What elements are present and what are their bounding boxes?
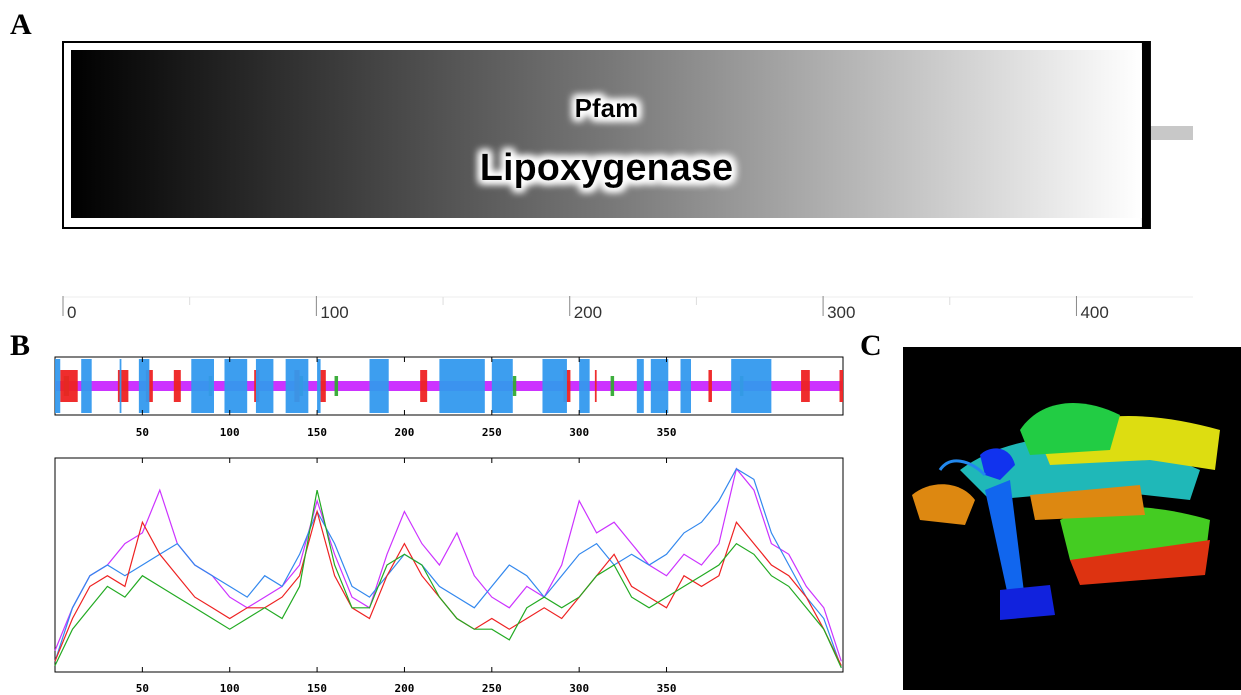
helix — [651, 359, 668, 413]
figure: A B C Pfam Lipoxygenase 0 100 200 300 400 50 10… — [0, 0, 1241, 695]
tick-label: 250 — [482, 682, 502, 695]
tick-label: 200 — [395, 426, 415, 439]
helix — [224, 359, 247, 413]
helix-blue — [1000, 585, 1055, 620]
tick-label: 150 — [307, 682, 327, 695]
helix — [191, 359, 214, 413]
helix — [637, 359, 644, 413]
tick-label: 250 — [482, 426, 502, 439]
strand — [60, 370, 77, 402]
helix — [731, 359, 771, 413]
tick-label: 50 — [136, 682, 149, 695]
domain-source: Pfam — [575, 93, 639, 123]
tick-label: 200 — [574, 303, 602, 322]
turn — [611, 376, 614, 396]
structure-image — [903, 347, 1241, 690]
tick-label: 300 — [827, 303, 855, 322]
panel-label: B — [10, 329, 30, 362]
helix — [256, 359, 273, 413]
strand — [840, 370, 843, 402]
strand — [420, 370, 427, 402]
strand — [708, 370, 711, 402]
tick-label: 350 — [657, 426, 677, 439]
tick-label: 300 — [569, 682, 589, 695]
helix — [286, 359, 309, 413]
helix — [579, 359, 589, 413]
tick-label: 100 — [220, 426, 240, 439]
tick-label: 150 — [307, 426, 327, 439]
helix — [492, 359, 513, 413]
tick-label: 200 — [395, 682, 415, 695]
turn — [335, 376, 338, 396]
profile-chart: 50 100 150 200 250 300 350 — [55, 458, 843, 695]
helix — [81, 359, 91, 413]
helix — [542, 359, 566, 413]
helix — [439, 359, 484, 413]
tick-label: 50 — [136, 426, 149, 439]
tick-label: 300 — [569, 426, 589, 439]
helix — [681, 359, 691, 413]
turn — [513, 376, 516, 396]
strand — [174, 370, 181, 402]
helix — [139, 359, 149, 413]
panel-label: C — [860, 329, 882, 362]
domain-bar — [71, 50, 1142, 218]
tick-label: 350 — [657, 682, 677, 695]
tick-label: 400 — [1080, 303, 1108, 322]
panel-label: A — [10, 8, 32, 41]
tick-label: 0 — [67, 303, 76, 322]
tick-label: 100 — [220, 682, 240, 695]
helix — [317, 359, 320, 413]
domain-panel: Pfam Lipoxygenase 0 100 200 300 400 — [63, 42, 1193, 322]
domain-name: Lipoxygenase — [480, 147, 733, 189]
strand — [595, 370, 597, 402]
helix — [370, 359, 389, 413]
domain-frame-shadow — [1142, 42, 1150, 228]
tick-label: 100 — [320, 303, 348, 322]
strand — [321, 370, 326, 402]
strand — [801, 370, 810, 402]
secondary-structure-panel: 50 100 150 200 250 300 350 — [55, 357, 843, 439]
helix — [55, 359, 60, 413]
strand — [118, 370, 128, 402]
helix — [120, 359, 122, 413]
